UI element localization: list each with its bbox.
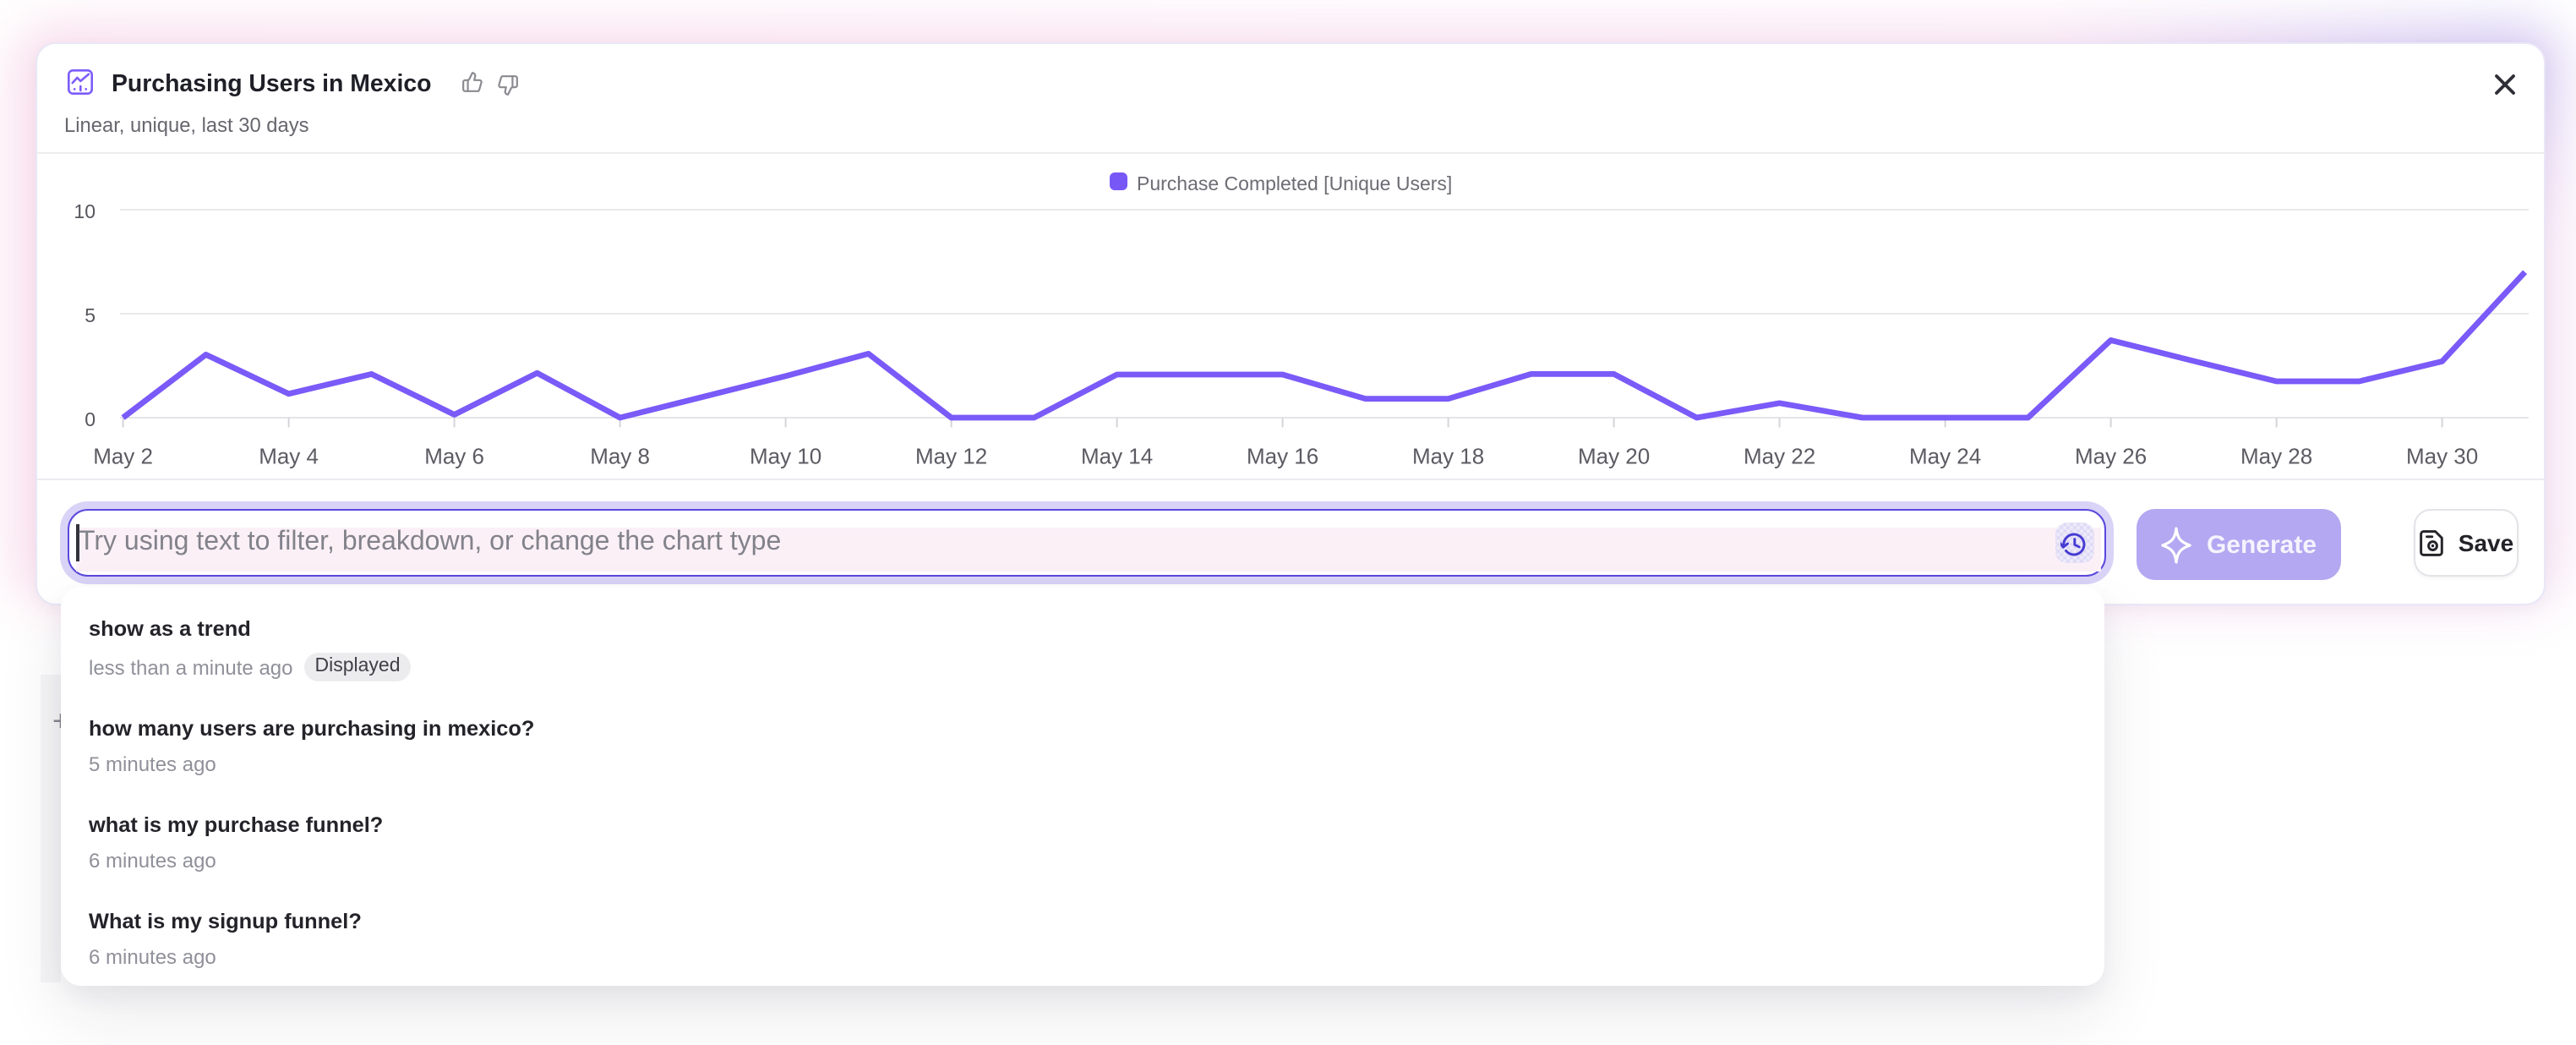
svg-text:May 30: May 30 — [2406, 444, 2478, 469]
svg-text:May 2: May 2 — [93, 444, 153, 469]
svg-text:May 26: May 26 — [2075, 444, 2147, 469]
svg-text:May 4: May 4 — [259, 444, 319, 469]
svg-text:May 22: May 22 — [1744, 444, 1815, 469]
svg-text:May 12: May 12 — [915, 444, 987, 469]
svg-text:10: 10 — [74, 200, 96, 222]
svg-text:May 28: May 28 — [2240, 444, 2312, 469]
svg-text:Purchase Completed [Unique Use: Purchase Completed [Unique Users] — [1137, 172, 1452, 194]
svg-text:5: 5 — [85, 304, 96, 326]
svg-text:May 6: May 6 — [424, 444, 484, 469]
svg-text:May 20: May 20 — [1578, 444, 1650, 469]
svg-text:May 16: May 16 — [1247, 444, 1318, 469]
svg-text:May 24: May 24 — [1909, 444, 1981, 469]
svg-text:May 10: May 10 — [750, 444, 821, 469]
svg-text:May 8: May 8 — [590, 444, 650, 469]
svg-text:May 14: May 14 — [1081, 444, 1153, 469]
svg-text:May 18: May 18 — [1412, 444, 1484, 469]
svg-text:0: 0 — [85, 408, 96, 430]
